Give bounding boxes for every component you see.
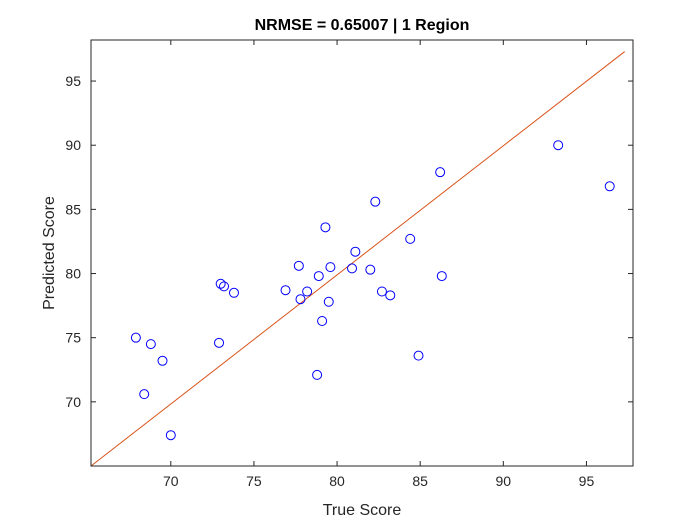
y-tick-label: 85 — [65, 201, 81, 217]
reference-line — [90, 51, 625, 467]
y-axis-label: Predicted Score — [41, 196, 58, 310]
data-point — [219, 281, 230, 292]
plot-area-background — [91, 40, 633, 466]
chart-title: NRMSE = 0.65007 | 1 Region — [255, 17, 470, 34]
data-point — [302, 286, 313, 297]
data-point — [295, 294, 306, 305]
x-tick-label: 80 — [329, 473, 345, 489]
data-point — [365, 264, 376, 275]
data-point — [228, 287, 239, 298]
data-point — [214, 337, 225, 348]
data-point — [280, 285, 291, 296]
y-tick-label: 90 — [65, 137, 81, 153]
data-point — [347, 263, 358, 274]
y-tick-label: 95 — [65, 73, 81, 89]
data-point — [313, 271, 324, 282]
data-point — [130, 332, 141, 343]
plot-area-border — [90, 39, 634, 467]
data-point — [312, 369, 323, 380]
data-points-layer — [130, 140, 615, 441]
y-tick-label: 80 — [65, 266, 81, 282]
data-point — [413, 350, 424, 361]
data-point — [145, 339, 156, 350]
data-point — [165, 430, 176, 441]
x-tick-label: 95 — [579, 473, 595, 489]
x-axis-label: True Score — [323, 502, 402, 519]
data-point — [385, 290, 396, 301]
data-point — [436, 271, 447, 282]
y-tick-label: 75 — [65, 330, 81, 346]
y-tick-label: 70 — [65, 394, 81, 410]
data-point — [325, 262, 336, 273]
data-point — [157, 355, 168, 366]
data-point — [293, 260, 304, 271]
data-point — [317, 316, 328, 327]
data-point — [376, 286, 387, 297]
data-point — [139, 389, 150, 400]
data-point — [370, 196, 381, 207]
data-point — [435, 167, 446, 178]
x-tick-label: 85 — [412, 473, 428, 489]
data-point — [553, 140, 564, 151]
data-point — [215, 278, 226, 289]
data-point — [604, 181, 615, 192]
data-point — [323, 296, 334, 307]
data-point — [320, 222, 331, 233]
x-tick-label: 70 — [163, 473, 179, 489]
data-point — [405, 233, 416, 244]
ticks-layer: 70 75 80 85 90 95 70 75 80 85 90 95 — [65, 40, 633, 489]
x-tick-label: 75 — [246, 473, 262, 489]
data-point — [350, 246, 361, 257]
x-tick-label: 90 — [496, 473, 512, 489]
reference-line-layer — [90, 51, 625, 467]
